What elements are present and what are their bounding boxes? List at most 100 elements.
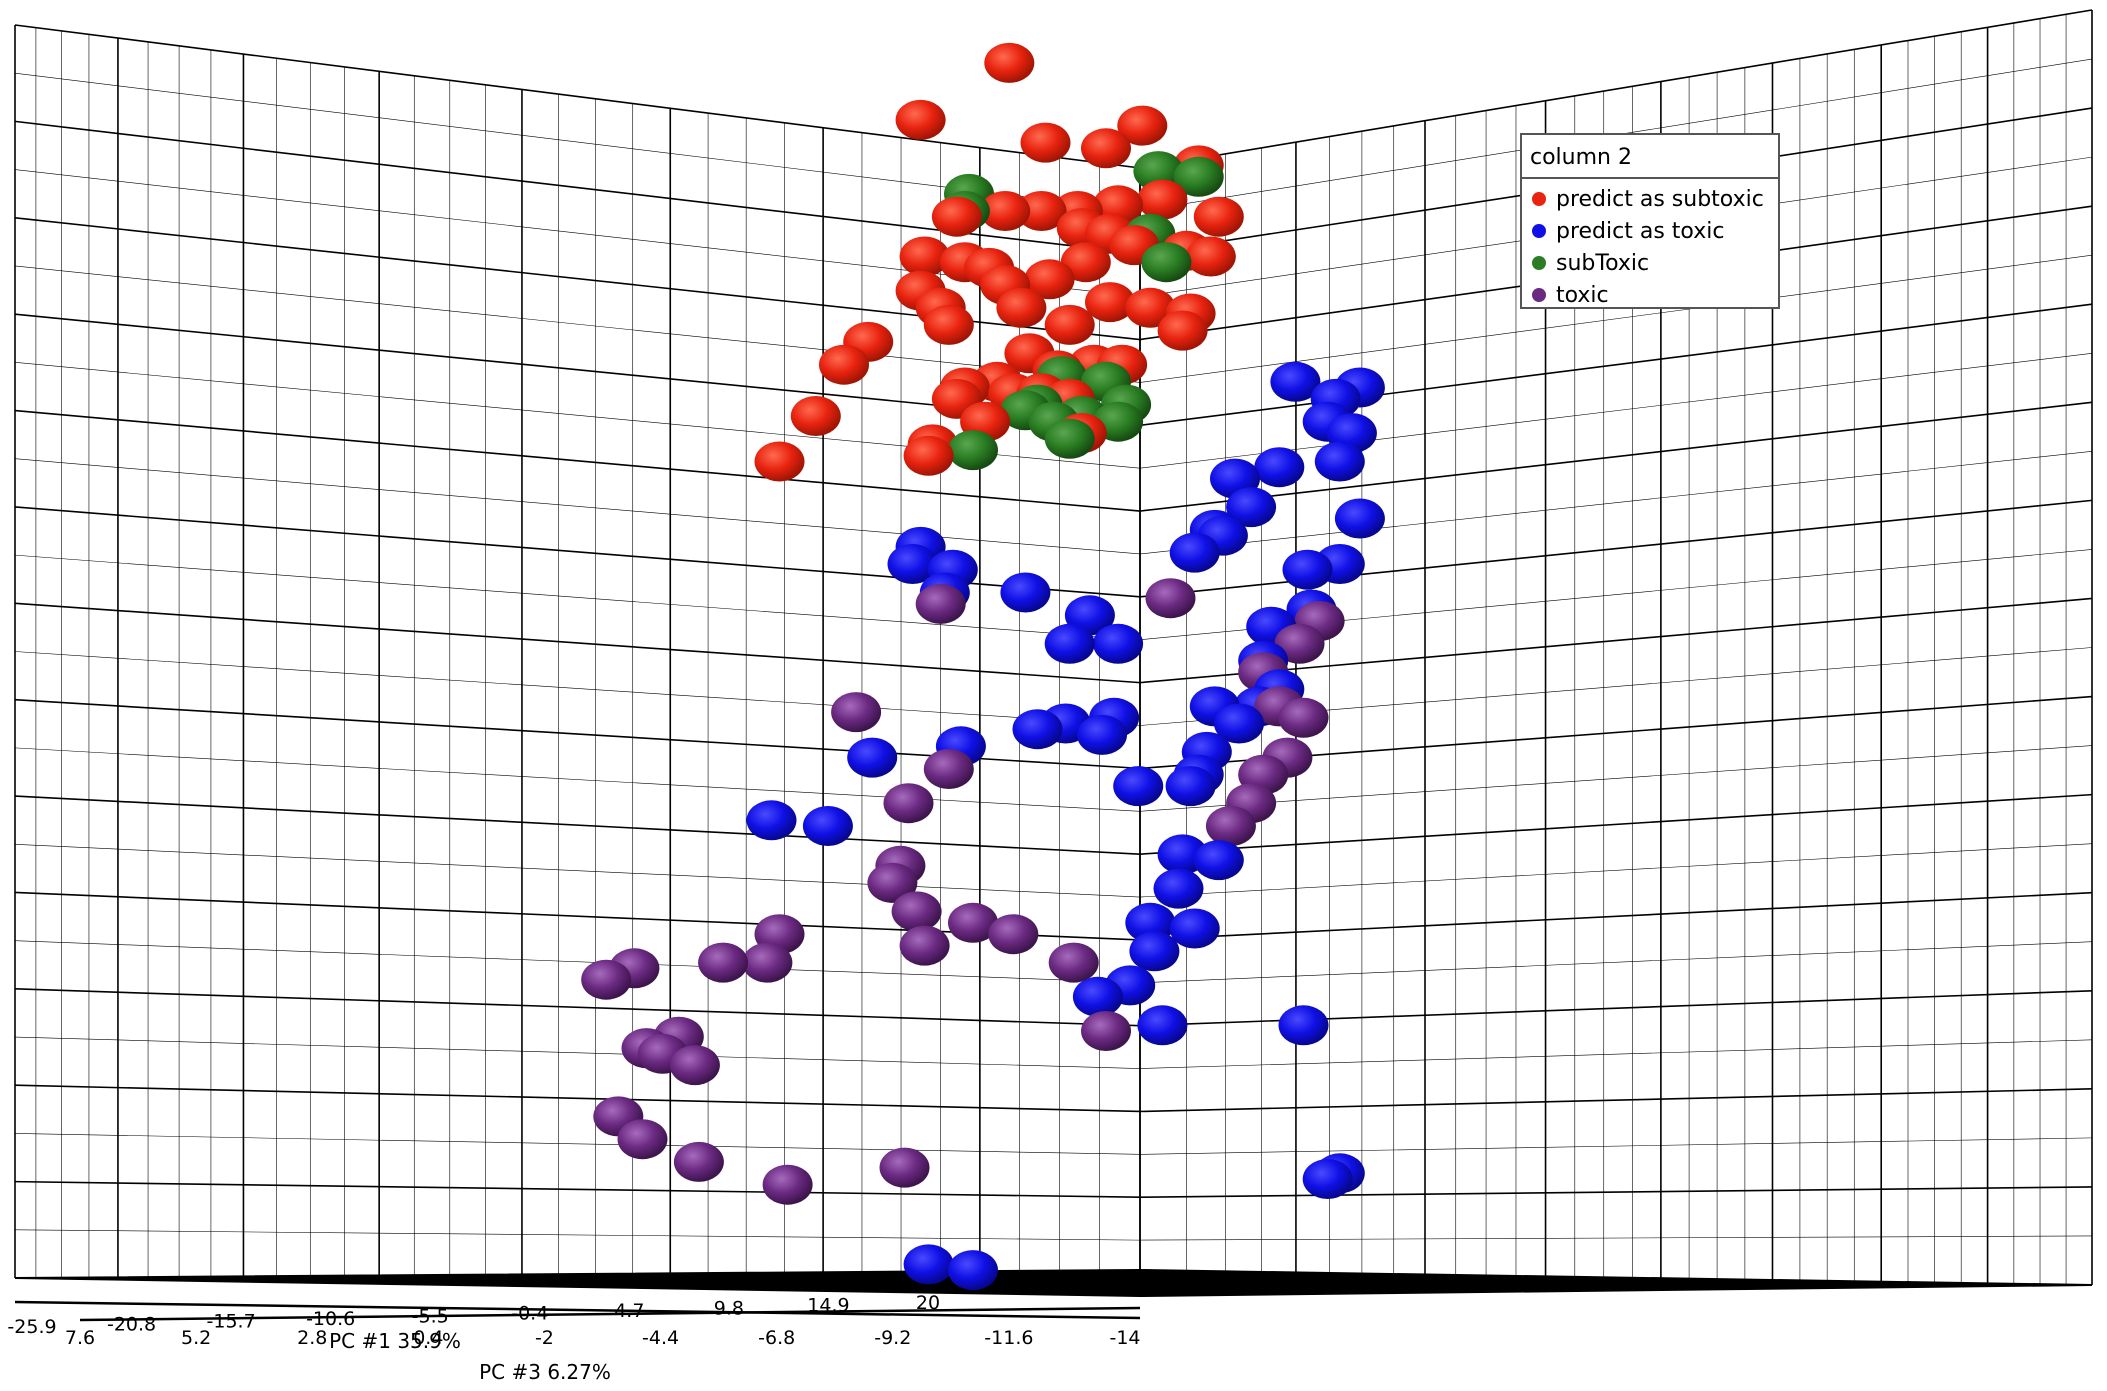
y-tick-label: 5.2 xyxy=(181,1327,211,1349)
x-tick-label: -25.9 xyxy=(7,1316,56,1338)
floor-grid-line xyxy=(727,1272,1743,1290)
point-predict-as-subtoxic xyxy=(996,287,1047,328)
point-predict-as-subtoxic xyxy=(1117,105,1168,146)
y-tick-label: 0.4 xyxy=(413,1327,443,1349)
point-predict-as-subtoxic xyxy=(1024,259,1075,300)
point-predict-as-subtoxic xyxy=(819,344,869,385)
legend-item-toxic[interactable]: toxic xyxy=(1532,281,1609,309)
floor-grid-line xyxy=(539,1273,1585,1292)
legend-item-subtoxic[interactable]: subToxic xyxy=(1532,249,1649,277)
grid-line xyxy=(1139,1088,2093,1113)
floor-grid-line xyxy=(1121,1269,2077,1286)
point-toxic xyxy=(1145,578,1196,619)
floor-grid-line xyxy=(52,1277,1172,1296)
legend-swatch xyxy=(1532,192,1546,206)
grid-line xyxy=(1139,941,2093,984)
point-toxic xyxy=(883,783,934,824)
point-toxic xyxy=(581,959,632,1000)
grid-line xyxy=(14,940,1141,984)
point-toxic xyxy=(923,749,974,789)
floor-grid-line xyxy=(521,1274,1569,1292)
legend-item-predict-toxic[interactable]: predict as toxic xyxy=(1532,217,1724,245)
x-tick-label: 9.8 xyxy=(714,1297,744,1319)
floor-grid-line xyxy=(14,1277,1141,1297)
y-tick-label: -6.8 xyxy=(758,1327,795,1349)
point-predict-as-toxic xyxy=(1278,1005,1329,1046)
floor-grid-line xyxy=(464,1274,1521,1292)
grid-line xyxy=(1139,9,2093,169)
point-predict-as-toxic xyxy=(1226,487,1277,528)
x-tick-label: 14.9 xyxy=(807,1295,849,1317)
y-tick-label: -9.2 xyxy=(874,1327,911,1349)
grid-line xyxy=(1139,352,2093,469)
grid-line xyxy=(1139,451,2093,555)
y-axis-label: PC #3 6.27% xyxy=(479,1360,611,1384)
floor-grid-line xyxy=(127,1276,1236,1296)
point-predict-as-subtoxic xyxy=(1193,196,1244,237)
floor-grid-line xyxy=(221,1276,1315,1295)
grid-line xyxy=(1139,793,2093,855)
grid-line xyxy=(14,554,1141,641)
floor-grid-line xyxy=(1008,1270,1981,1287)
point-predict-as-toxic xyxy=(847,737,898,778)
point-predict-as-toxic xyxy=(1044,623,1095,664)
point-subtoxic xyxy=(1173,156,1224,197)
grid-line xyxy=(14,795,1141,855)
point-predict-as-toxic xyxy=(887,544,938,584)
point-predict-as-subtoxic xyxy=(790,396,841,436)
point-predict-as-toxic xyxy=(1093,623,1144,664)
point-predict-as-toxic xyxy=(1072,976,1123,1017)
floor-grid-line xyxy=(577,1273,1617,1291)
floor-grid-line xyxy=(1102,1269,2061,1286)
floor-grid-line xyxy=(971,1270,1950,1287)
point-toxic xyxy=(899,925,950,966)
point-predict-as-toxic xyxy=(1214,703,1264,744)
floor-grid-line xyxy=(108,1276,1220,1296)
point-toxic xyxy=(891,891,942,932)
grid-line xyxy=(1139,1039,2093,1069)
grid-line xyxy=(1139,499,2093,598)
point-predict-as-toxic xyxy=(1165,766,1216,807)
point-toxic xyxy=(915,583,966,624)
floor-grid-line xyxy=(614,1273,1648,1291)
grid-line xyxy=(14,843,1141,898)
point-predict-as-toxic xyxy=(948,1250,998,1291)
floor-grid-line xyxy=(502,1274,1553,1292)
legend-label: predict as toxic xyxy=(1556,218,1725,244)
floor-grid-line xyxy=(952,1270,1934,1288)
grid-line xyxy=(14,747,1141,812)
grid-line xyxy=(1139,401,2093,512)
legend-item-predict-subtoxic[interactable]: predict as subtoxic xyxy=(1532,185,1764,213)
x-axis: -25.9-20.8-15.7-10.6-5.5-0.44.79.814.920… xyxy=(7,1292,1141,1353)
x-tick-label: 20 xyxy=(916,1292,940,1314)
floor-grid-line xyxy=(689,1272,1712,1290)
grid-line xyxy=(14,1133,1141,1155)
point-predict-as-subtoxic xyxy=(1081,128,1131,169)
point-predict-as-toxic xyxy=(1113,766,1164,807)
floor-grid-line xyxy=(896,1271,1886,1288)
floor-grid-line xyxy=(633,1273,1664,1291)
point-predict-as-toxic xyxy=(1169,532,1220,573)
floor-grid-line xyxy=(708,1272,1728,1290)
x-tick-label: -15.7 xyxy=(207,1311,256,1333)
floor-grid-line xyxy=(239,1276,1331,1295)
point-predict-as-subtoxic xyxy=(1125,287,1176,328)
grid-line xyxy=(1139,1186,2093,1199)
legend-title: column 2 xyxy=(1530,145,1632,170)
x-tick-label: 4.7 xyxy=(614,1300,644,1322)
point-predict-as-subtoxic xyxy=(899,236,950,277)
point-predict-as-toxic xyxy=(802,806,853,846)
y-tick-label: -14 xyxy=(1109,1327,1140,1349)
point-toxic xyxy=(948,902,998,943)
floor-grid-line xyxy=(989,1270,1966,1287)
y-tick-label: -4.4 xyxy=(642,1327,679,1349)
grid-line xyxy=(14,1036,1141,1069)
grid-line xyxy=(1139,745,2093,812)
point-predict-as-toxic xyxy=(1169,908,1220,949)
point-predict-as-toxic xyxy=(1000,572,1051,613)
point-predict-as-toxic xyxy=(1193,840,1244,881)
point-predict-as-toxic xyxy=(1282,549,1333,590)
floor-grid-line xyxy=(671,1272,1696,1290)
grid-line xyxy=(1139,254,2093,383)
